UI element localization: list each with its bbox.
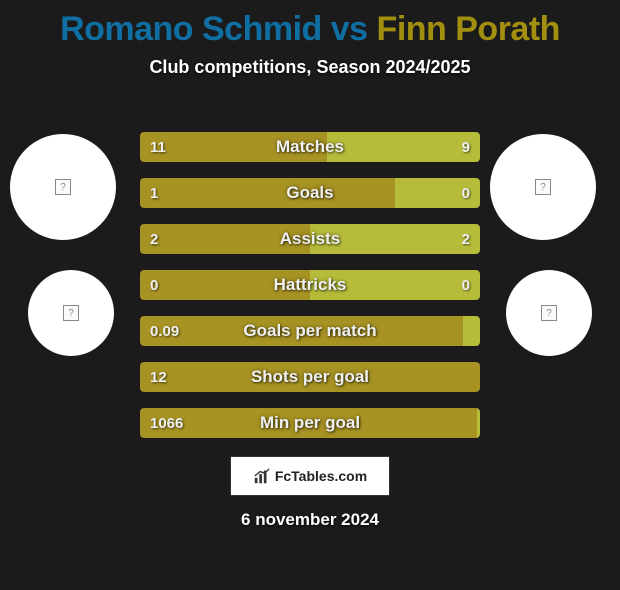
stat-row: Min per goal1066 xyxy=(140,408,480,438)
title-vs: vs xyxy=(331,10,368,48)
stat-row: Matches119 xyxy=(140,132,480,162)
bar-left-segment xyxy=(140,408,477,438)
bar-left-segment xyxy=(140,132,327,162)
image-placeholder-icon: ? xyxy=(541,305,557,321)
bar-right-segment xyxy=(327,132,480,162)
bar-left-segment xyxy=(140,362,480,392)
bar-right-segment xyxy=(310,270,480,300)
avatar-bot-left: ? xyxy=(28,270,114,356)
bar-left-segment xyxy=(140,178,395,208)
bar-left-segment xyxy=(140,224,310,254)
page-title: Romano Schmid vs Finn Porath xyxy=(0,10,620,49)
avatar-top-left: ? xyxy=(10,134,116,240)
image-placeholder-icon: ? xyxy=(535,179,551,195)
bar-right-segment xyxy=(477,408,480,438)
title-player2: Finn Porath xyxy=(377,10,560,48)
bar-right-segment xyxy=(310,224,480,254)
bar-left-segment xyxy=(140,316,463,346)
stat-row: Hattricks00 xyxy=(140,270,480,300)
brand-box: FcTables.com xyxy=(230,456,390,496)
footer-date: 6 november 2024 xyxy=(0,510,620,530)
avatar-top-right: ? xyxy=(490,134,596,240)
stat-row: Goals10 xyxy=(140,178,480,208)
subtitle: Club competitions, Season 2024/2025 xyxy=(0,57,620,78)
avatar-bot-right: ? xyxy=(506,270,592,356)
bar-right-segment xyxy=(463,316,480,346)
bar-right-segment xyxy=(395,178,480,208)
bar-left-segment xyxy=(140,270,310,300)
brand-label: FcTables.com xyxy=(275,468,367,484)
title-player1: Romano Schmid xyxy=(60,10,322,48)
stat-row: Goals per match0.09 xyxy=(140,316,480,346)
comparison-bars: Matches119 Goals10 Assists22 Hattricks00 Goa… xyxy=(140,132,480,454)
stat-row: Shots per goal12 xyxy=(140,362,480,392)
chart-icon xyxy=(253,467,271,485)
image-placeholder-icon: ? xyxy=(63,305,79,321)
image-placeholder-icon: ? xyxy=(55,179,71,195)
stat-row: Assists22 xyxy=(140,224,480,254)
